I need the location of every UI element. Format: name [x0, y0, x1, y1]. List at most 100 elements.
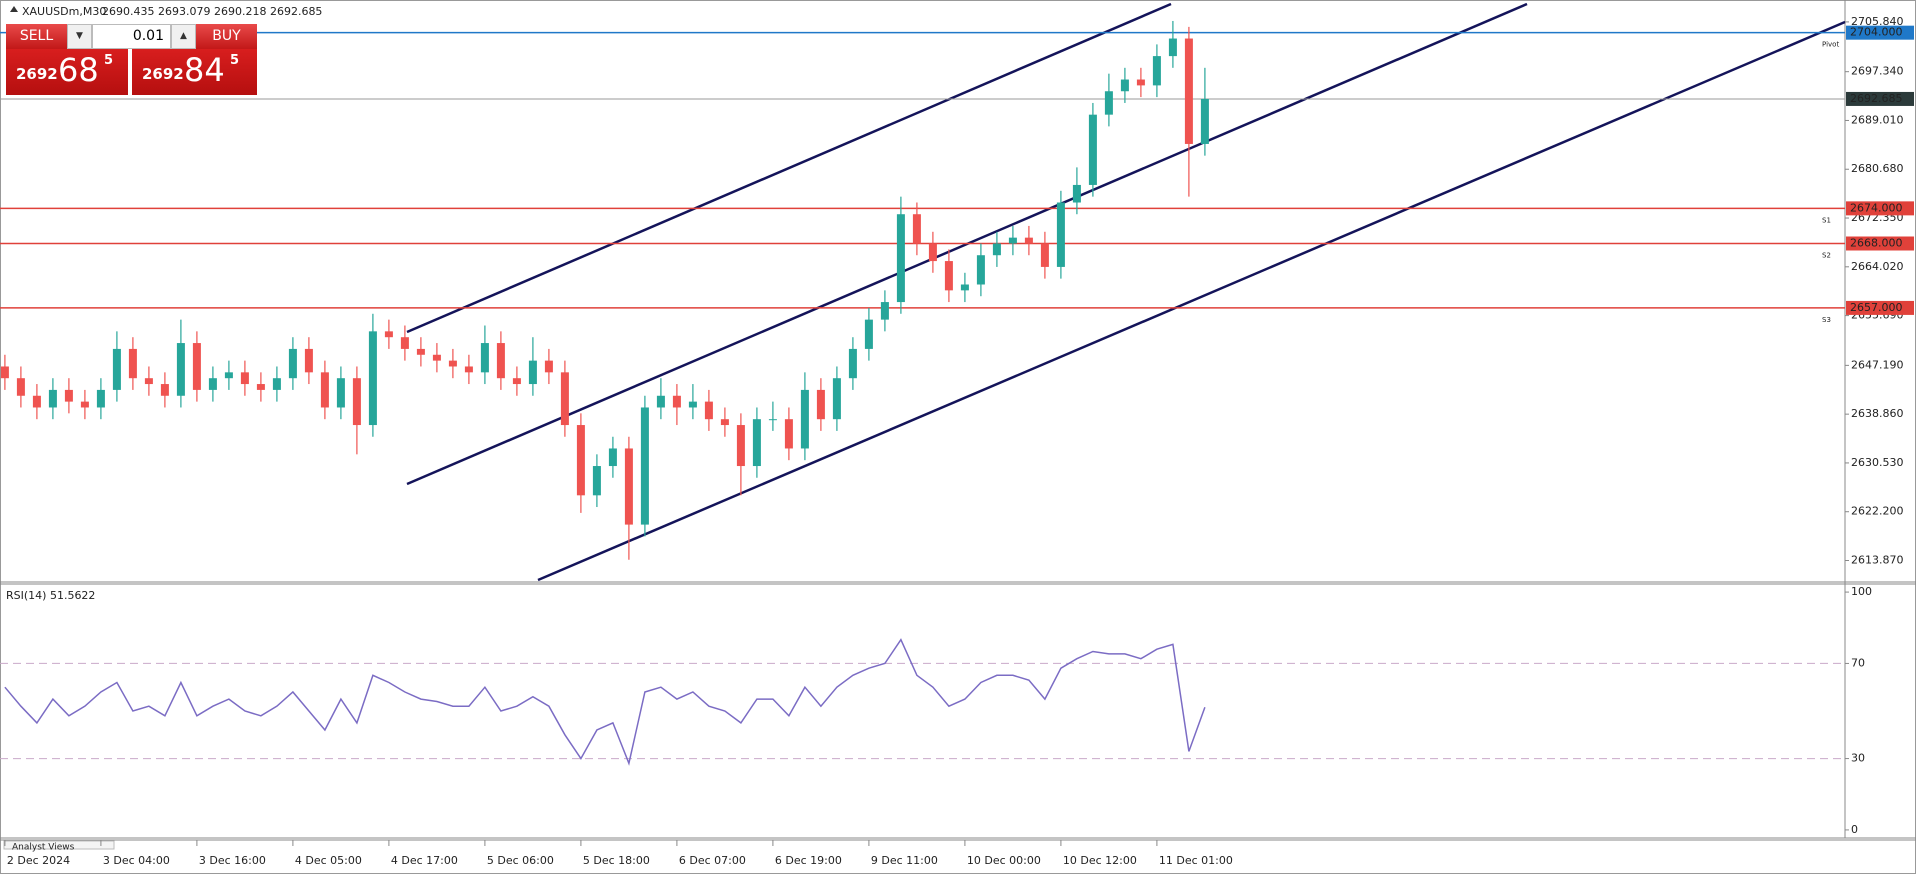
analyst-tab-label[interactable]: Analyst Views — [12, 843, 75, 853]
rsi-tick-label: 0 — [1851, 823, 1858, 836]
candle-body — [1152, 56, 1161, 86]
candle-body — [64, 389, 73, 402]
candle-body — [1200, 98, 1209, 144]
candle-body — [912, 214, 921, 244]
candle-body — [1168, 38, 1177, 57]
candle-body — [432, 354, 441, 361]
candle-body — [976, 255, 985, 285]
candle-body — [1072, 184, 1081, 203]
candle-body — [1088, 114, 1097, 185]
x-tick-label: 9 Dec 11:00 — [871, 854, 938, 867]
level-label-box — [1846, 300, 1914, 315]
candle-body — [1024, 237, 1033, 244]
symbol-title: XAUUSDm,M30 — [22, 5, 106, 18]
candle-body — [560, 372, 569, 426]
candle-body — [688, 401, 697, 408]
candle-body — [784, 419, 793, 449]
candle-body — [928, 243, 937, 262]
level-tag: S2 — [1822, 252, 1831, 260]
candle-body — [848, 348, 857, 379]
y-tick-label: 2622.200 — [1851, 505, 1904, 518]
level-tag: S3 — [1822, 316, 1831, 324]
current-price-box — [1846, 91, 1914, 106]
level-label-box — [1846, 201, 1914, 216]
candle-body — [816, 389, 825, 420]
candle-body — [0, 366, 9, 379]
candle-body — [528, 360, 537, 385]
x-tick-label: 4 Dec 17:00 — [391, 854, 458, 867]
candle-body — [1104, 91, 1113, 115]
x-tick-label: 4 Dec 05:00 — [295, 854, 362, 867]
candle-body — [416, 348, 425, 355]
candle-body — [1056, 202, 1065, 267]
x-tick-label: 2 Dec 2024 — [7, 854, 70, 867]
sell-button[interactable]: SELL — [6, 24, 67, 49]
rsi-tick-label: 100 — [1851, 585, 1872, 598]
channel-line — [406, 2, 1172, 334]
bid-big: 2692 — [16, 65, 58, 83]
ohlc-quote: 2690.435 2693.079 2690.218 2692.685 — [102, 5, 322, 18]
volume-field[interactable]: 0.01 — [92, 24, 171, 49]
candle-body — [1120, 79, 1129, 92]
level-label: 2704.000 — [1850, 26, 1903, 39]
y-tick-label: 2638.860 — [1851, 407, 1904, 420]
collapse-icon[interactable] — [10, 6, 18, 12]
candle-body — [112, 348, 121, 390]
candle-body — [400, 337, 409, 349]
level-tag: S1 — [1822, 216, 1831, 224]
candle-body — [304, 348, 313, 373]
candle-body — [640, 407, 649, 525]
analyst-tab[interactable] — [3, 840, 115, 850]
y-tick-label: 2630.530 — [1851, 456, 1904, 469]
x-tick-label: 11 Dec 01:00 — [1159, 854, 1233, 867]
bid-sup: 5 — [104, 53, 114, 68]
candle-body — [736, 425, 745, 467]
candle-body — [32, 395, 41, 408]
volume-up[interactable]: ▲ — [171, 24, 196, 49]
candle-body — [464, 366, 473, 373]
level-tag: Pivot — [1822, 41, 1839, 49]
x-tick-label: 3 Dec 16:00 — [199, 854, 266, 867]
candle-body — [144, 378, 153, 385]
candle-body — [208, 378, 217, 390]
x-tick-label: 5 Dec 18:00 — [583, 854, 650, 867]
candle-body — [608, 448, 617, 467]
rsi-line — [4, 638, 1206, 766]
candle-body — [176, 343, 185, 396]
level-label: 2668.000 — [1850, 237, 1903, 250]
volume-down[interactable]: ▼ — [67, 24, 92, 49]
y-tick-label: 2697.340 — [1851, 65, 1904, 78]
ask-quote[interactable]: 2692 84 5 — [132, 49, 257, 95]
candle-body — [256, 384, 265, 390]
level-label: 2657.000 — [1850, 301, 1903, 314]
x-tick-label: 10 Dec 00:00 — [967, 854, 1041, 867]
candle-body — [1136, 79, 1145, 86]
candle-body — [80, 401, 89, 408]
rsi-tick-label: 70 — [1851, 656, 1865, 669]
candle-body — [16, 378, 25, 396]
buy-button[interactable]: BUY — [196, 24, 257, 49]
candle-body — [592, 466, 601, 496]
candle-body — [288, 348, 297, 379]
candle-body — [272, 378, 281, 390]
candle-body — [1040, 243, 1049, 267]
y-tick-label: 2647.190 — [1851, 358, 1904, 371]
candle-body — [96, 389, 105, 408]
ask-sup: 5 — [230, 53, 240, 68]
rsi-tick-label: 30 — [1851, 752, 1865, 765]
candle-body — [832, 378, 841, 420]
ask-main: 84 — [184, 51, 225, 89]
candle-body — [624, 448, 633, 525]
candle-body — [448, 360, 457, 367]
candle-body — [480, 343, 489, 373]
candle-body — [1184, 38, 1193, 144]
x-tick-label: 6 Dec 19:00 — [775, 854, 842, 867]
candle-body — [576, 425, 585, 496]
x-tick-label: 5 Dec 06:00 — [487, 854, 554, 867]
bid-main: 68 — [58, 51, 99, 89]
bid-quote[interactable]: 2692 68 5 — [6, 49, 128, 95]
candle-body — [800, 389, 809, 449]
